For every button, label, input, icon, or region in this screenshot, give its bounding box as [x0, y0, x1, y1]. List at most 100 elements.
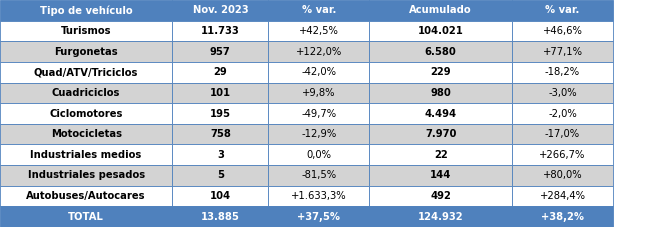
Text: Industriales medios: Industriales medios [31, 150, 142, 160]
Text: +46,6%: +46,6% [543, 26, 582, 36]
Bar [512, 144, 613, 165]
Bar [268, 0, 369, 21]
Text: 104.021: 104.021 [418, 26, 463, 36]
Bar [369, 206, 512, 227]
Bar [268, 206, 369, 227]
Text: % var.: % var. [545, 5, 580, 15]
Bar [512, 165, 613, 186]
Bar [172, 83, 268, 103]
Bar [172, 186, 268, 206]
Text: Autobuses/Autocares: Autobuses/Autocares [27, 191, 146, 201]
Bar [512, 83, 613, 103]
Text: +266,7%: +266,7% [540, 150, 586, 160]
Bar [0, 165, 172, 186]
Bar [369, 83, 512, 103]
Bar [172, 21, 268, 41]
Text: 957: 957 [210, 47, 231, 57]
Text: Ciclomotores: Ciclomotores [49, 109, 123, 118]
Text: Furgonetas: Furgonetas [55, 47, 118, 57]
Bar [172, 41, 268, 62]
Text: -49,7%: -49,7% [301, 109, 337, 118]
Bar [172, 165, 268, 186]
Bar [0, 0, 172, 21]
Text: 492: 492 [430, 191, 451, 201]
Text: 758: 758 [210, 129, 231, 139]
Bar [512, 0, 613, 21]
Bar [369, 186, 512, 206]
Bar [268, 144, 369, 165]
Text: -81,5%: -81,5% [301, 170, 337, 180]
Bar [0, 206, 172, 227]
Bar [369, 165, 512, 186]
Text: Turismos: Turismos [61, 26, 111, 36]
Text: -17,0%: -17,0% [545, 129, 580, 139]
Text: 7.970: 7.970 [425, 129, 456, 139]
Bar [0, 186, 172, 206]
Bar [0, 144, 172, 165]
Text: +77,1%: +77,1% [543, 47, 582, 57]
Bar [268, 186, 369, 206]
Bar [0, 21, 172, 41]
Text: 229: 229 [430, 67, 451, 77]
Text: 101: 101 [210, 88, 231, 98]
Bar [268, 41, 369, 62]
Bar [0, 62, 172, 83]
Text: +42,5%: +42,5% [299, 26, 339, 36]
Text: Cuadriciclos: Cuadriciclos [52, 88, 120, 98]
Text: 6.580: 6.580 [425, 47, 456, 57]
Text: -2,0%: -2,0% [548, 109, 577, 118]
Bar [172, 103, 268, 124]
Text: -18,2%: -18,2% [545, 67, 580, 77]
Text: 13.885: 13.885 [201, 212, 240, 222]
Bar [0, 41, 172, 62]
Text: 5: 5 [217, 170, 224, 180]
Text: 0,0%: 0,0% [306, 150, 332, 160]
Bar [512, 206, 613, 227]
Bar [0, 124, 172, 144]
Text: Motocicletas: Motocicletas [51, 129, 122, 139]
Bar [512, 62, 613, 83]
Text: 144: 144 [430, 170, 451, 180]
Bar [172, 206, 268, 227]
Bar [268, 103, 369, 124]
Bar [0, 83, 172, 103]
Text: Quad/ATV/Triciclos: Quad/ATV/Triciclos [34, 67, 138, 77]
Text: 29: 29 [213, 67, 228, 77]
Bar [268, 165, 369, 186]
Bar [369, 103, 512, 124]
Bar [172, 124, 268, 144]
Text: +38,2%: +38,2% [541, 212, 584, 222]
Text: % var.: % var. [302, 5, 336, 15]
Bar [369, 124, 512, 144]
Bar [0, 103, 172, 124]
Bar [369, 62, 512, 83]
Text: +37,5%: +37,5% [297, 212, 341, 222]
Text: Nov. 2023: Nov. 2023 [192, 5, 248, 15]
Text: 3: 3 [217, 150, 224, 160]
Text: 22: 22 [434, 150, 448, 160]
Text: TOTAL: TOTAL [68, 212, 104, 222]
Text: Tipo de vehículo: Tipo de vehículo [40, 5, 133, 16]
Bar [268, 83, 369, 103]
Bar [172, 62, 268, 83]
Bar [268, 21, 369, 41]
Text: 195: 195 [210, 109, 231, 118]
Text: -3,0%: -3,0% [548, 88, 577, 98]
Text: 104: 104 [210, 191, 231, 201]
Text: -12,9%: -12,9% [301, 129, 337, 139]
Bar [512, 41, 613, 62]
Text: +80,0%: +80,0% [543, 170, 582, 180]
Text: Acumulado: Acumulado [410, 5, 472, 15]
Bar [268, 62, 369, 83]
Bar [268, 124, 369, 144]
Bar [172, 144, 268, 165]
Text: 124.932: 124.932 [418, 212, 463, 222]
Bar [512, 21, 613, 41]
Text: +284,4%: +284,4% [540, 191, 586, 201]
Bar [512, 124, 613, 144]
Text: 11.733: 11.733 [201, 26, 240, 36]
Bar [512, 103, 613, 124]
Text: +9,8%: +9,8% [302, 88, 335, 98]
Text: Industriales pesados: Industriales pesados [27, 170, 145, 180]
Text: +1.633,3%: +1.633,3% [291, 191, 346, 201]
